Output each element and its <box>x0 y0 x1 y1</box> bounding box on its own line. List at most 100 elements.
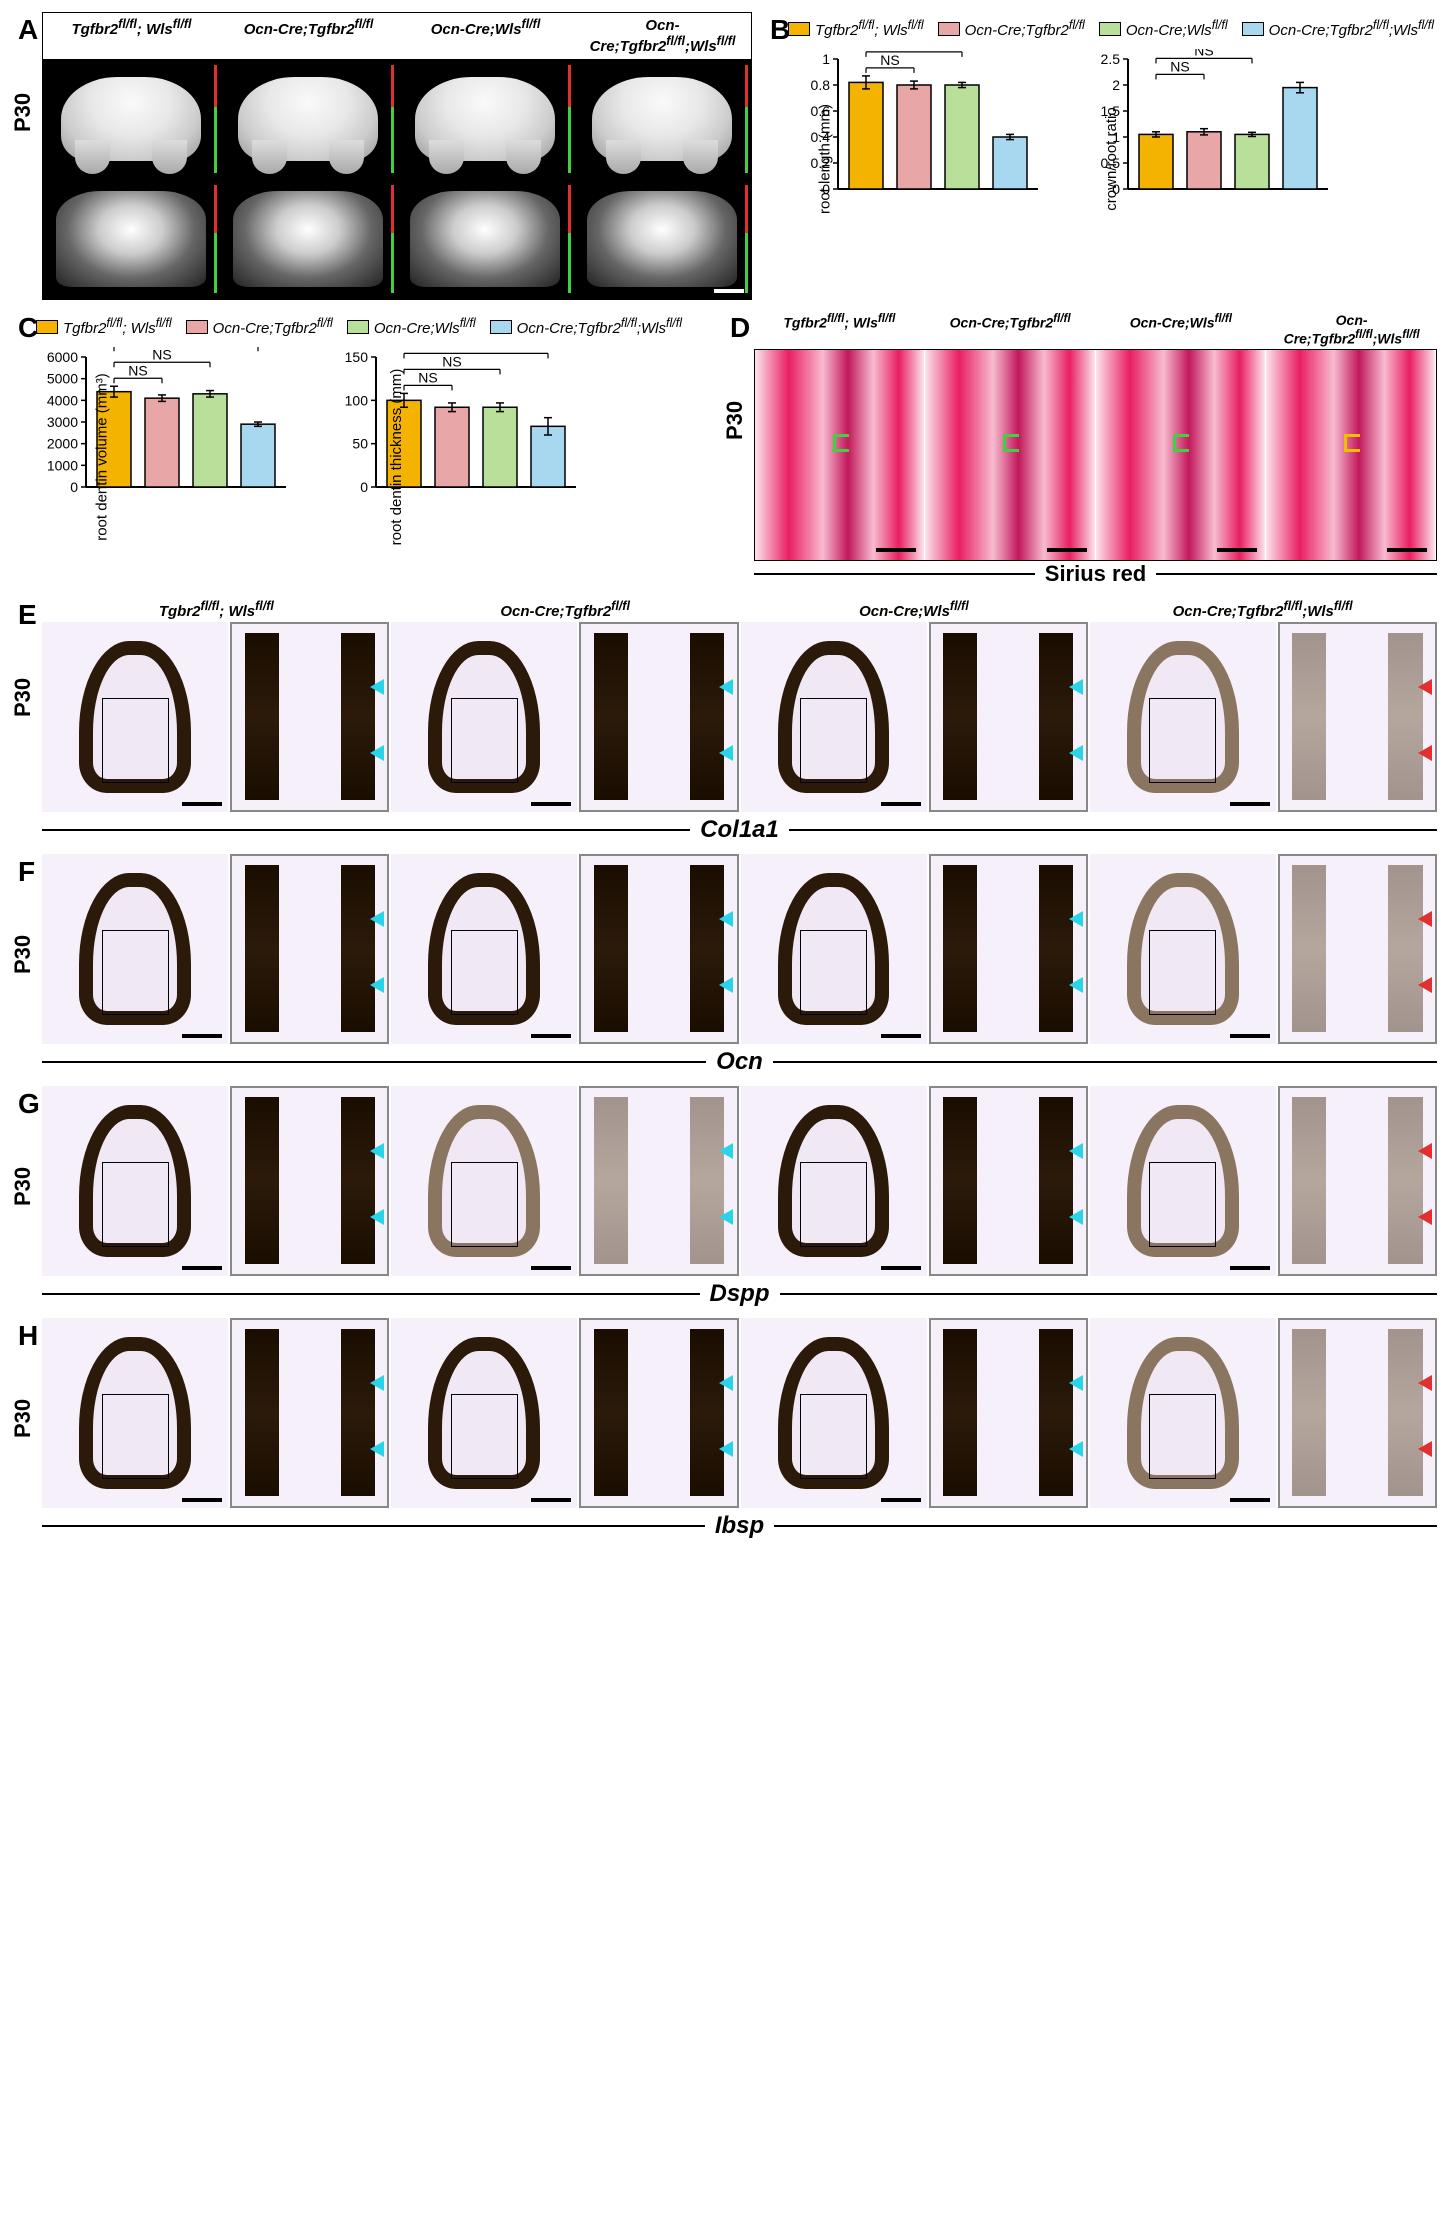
tooth-photo-icon <box>61 77 202 161</box>
inset-box-icon <box>451 698 518 784</box>
signal-arrow-icon <box>370 977 384 993</box>
panel-a-headers: Tgfbr2fl/fl; Wlsfl/fl Ocn-Cre;Tgfbr2fl/f… <box>43 13 751 59</box>
panel-d: D P30 Tgfbr2fl/fl; Wlsfl/fl Ocn-Cre;Tgfb… <box>724 310 1437 587</box>
legend-item: Ocn-Cre;Tgfbr2fl/fl <box>938 18 1085 39</box>
legend-label: Ocn-Cre;Tgfbr2fl/fl;Wlsfl/fl <box>1269 18 1434 39</box>
ish-signal-strip <box>1388 633 1422 800</box>
y-axis-label: root length (mm) <box>817 104 834 214</box>
ish-signal-strip <box>943 1329 977 1496</box>
ish-lowmag <box>1090 854 1276 1044</box>
ish-stage: P30 <box>10 935 36 974</box>
panel-a-r1-c1 <box>220 59 397 179</box>
barchart: 050100150NSNS** <box>326 347 586 567</box>
signal-arrow-icon <box>1069 1441 1083 1457</box>
rule-line <box>1156 573 1437 575</box>
scalebar-icon <box>714 289 744 293</box>
ish-signal-strip <box>690 633 724 800</box>
ish-signal-strip <box>943 633 977 800</box>
chart-crownroot: 00.511.522.5NSNS**crown/root ratio <box>1078 49 1338 269</box>
chart-rootlength: 00.20.40.60.81NSNS**root length (mm) <box>788 49 1048 269</box>
panel-g-label: G <box>18 1088 40 1120</box>
crown-bracket-icon <box>384 65 394 107</box>
panel-c-charts: 0100020003000400050006000NSNS**root dent… <box>36 347 712 567</box>
gene-name: Ibsp <box>715 1512 764 1540</box>
panel-a: A P30 Tgfbr2fl/fl; Wlsfl/fl Ocn-Cre;Tgfb… <box>12 12 752 300</box>
ish-signal-strip <box>1292 1329 1326 1496</box>
ish-header: Ocn-Cre;Tgfbr2fl/fl;Wlsfl/fl <box>1088 597 1437 622</box>
sirius-image <box>1266 350 1436 560</box>
signal-arrow-icon <box>1069 1209 1083 1225</box>
crown-bracket-icon <box>561 65 571 107</box>
reduced-signal-arrow-icon <box>1418 911 1432 927</box>
inset-box-icon <box>451 1394 518 1480</box>
sirius-image <box>1096 350 1266 560</box>
panel-d-stage: P30 <box>722 401 748 440</box>
ish-pair <box>741 854 1088 1044</box>
barchart: 0100020003000400050006000NSNS** <box>36 347 296 567</box>
rule-line <box>773 1061 1437 1063</box>
signal-arrow-icon <box>719 977 733 993</box>
panel-e: EP30Tgbr2fl/fl; Wlsfl/flOcn-Cre;Tgfbr2fl… <box>12 597 1437 844</box>
signal-arrow-icon <box>719 911 733 927</box>
y-axis-label: root dentin thickness (mm) <box>388 369 405 546</box>
signal-arrow-icon <box>719 1209 733 1225</box>
rule-line <box>780 1293 1438 1295</box>
ish-row <box>42 622 1437 812</box>
ish-header: Ocn-Cre;Tgfbr2fl/fl <box>391 597 740 622</box>
svg-text:NS: NS <box>152 347 171 362</box>
sirius-rule: Sirius red <box>754 561 1437 587</box>
inset-box-icon <box>800 1394 867 1480</box>
root-bracket-icon <box>384 233 394 293</box>
scalebar-icon <box>531 1498 571 1502</box>
signal-arrow-icon <box>370 911 384 927</box>
ish-signal-strip <box>245 633 279 800</box>
swatch-icon <box>938 22 960 36</box>
rule-line <box>754 573 1035 575</box>
root-bracket-icon <box>384 107 394 173</box>
ish-gene-rule: Col1a1 <box>42 816 1437 844</box>
ish-gene-rule: Dspp <box>42 1280 1437 1308</box>
crown-bracket-icon <box>207 185 217 233</box>
ish-highmag <box>579 854 738 1044</box>
signal-arrow-icon <box>1069 911 1083 927</box>
scalebar-icon <box>182 802 222 806</box>
ish-signal-strip <box>1039 1097 1073 1264</box>
y-axis-label: root dentin volume (mm³) <box>93 373 110 541</box>
reduced-signal-arrow-icon <box>1418 1209 1432 1225</box>
reduced-signal-arrow-icon <box>1418 977 1432 993</box>
ish-highmag <box>230 622 389 812</box>
scalebar-icon <box>1230 802 1270 806</box>
crown-bracket-icon <box>738 65 748 107</box>
svg-text:NS: NS <box>442 353 461 369</box>
inset-box-icon <box>1149 698 1216 784</box>
scalebar-icon <box>182 1034 222 1038</box>
reduced-signal-arrow-icon <box>1418 679 1432 695</box>
rule-line <box>789 829 1437 831</box>
root-bracket-icon <box>738 107 748 173</box>
row-cd: C Tgfbr2fl/fl; Wlsfl/flOcn-Cre;Tgfbr2fl/… <box>12 310 1437 587</box>
dentin-bracket-icon <box>1003 434 1019 452</box>
ish-lowmag <box>1090 1318 1276 1508</box>
scalebar-icon <box>531 1266 571 1270</box>
scalebar-icon <box>531 802 571 806</box>
legend-label: Ocn-Cre;Wlsfl/fl <box>1126 18 1228 39</box>
dentin-bracket-icon <box>833 434 849 452</box>
ish-highmag <box>579 622 738 812</box>
rule-line <box>42 1061 706 1063</box>
panel-d-hdr-4: Ocn-Cre;Tgfbr2fl/fl;Wlsfl/fl <box>1266 310 1437 349</box>
svg-text:NS: NS <box>904 49 923 52</box>
signal-arrow-icon <box>719 1375 733 1391</box>
signal-arrow-icon <box>719 1441 733 1457</box>
ish-stage: P30 <box>10 678 36 717</box>
ish-signal-strip <box>594 1097 628 1264</box>
legend-label: Ocn-Cre;Tgfbr2fl/fl <box>965 18 1085 39</box>
svg-text:3000: 3000 <box>47 414 78 430</box>
rule-line <box>42 829 690 831</box>
ish-signal-strip <box>245 1329 279 1496</box>
ish-pair <box>391 622 738 812</box>
microct-icon <box>587 191 737 287</box>
ish-pair <box>42 854 389 1044</box>
panel-c: C Tgfbr2fl/fl; Wlsfl/flOcn-Cre;Tgfbr2fl/… <box>12 310 712 567</box>
legend-item: Ocn-Cre;Tgfbr2fl/fl;Wlsfl/fl <box>1242 18 1434 39</box>
inset-box-icon <box>1149 1162 1216 1248</box>
